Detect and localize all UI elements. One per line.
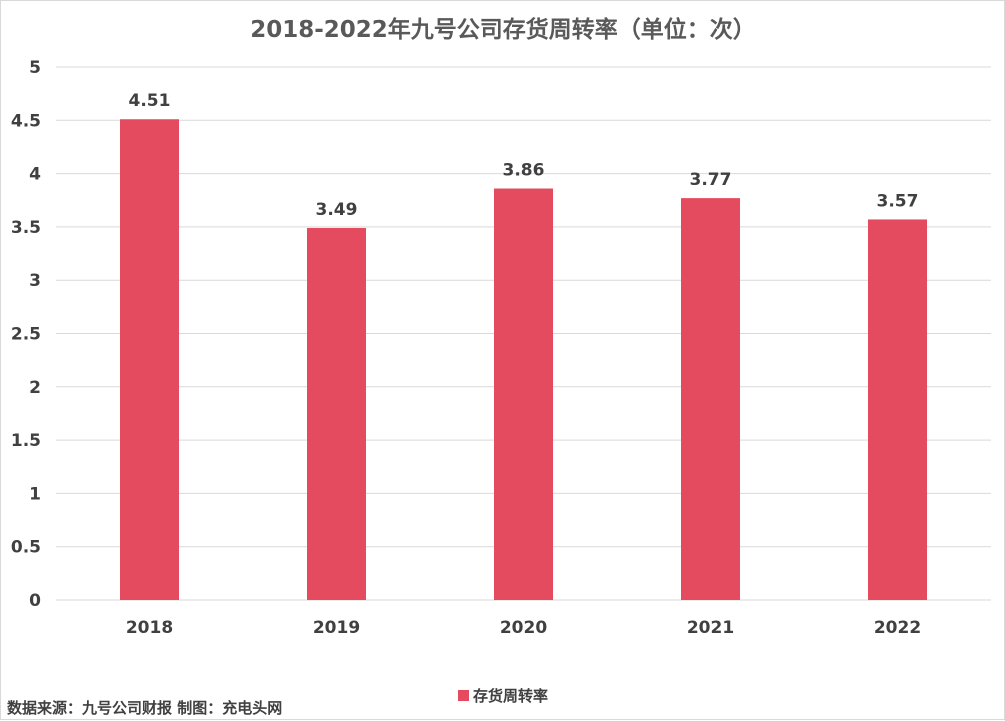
x-tick-label-2021: 2021 <box>687 618 734 638</box>
bar-series <box>120 119 927 601</box>
bar-2022 <box>868 219 927 601</box>
x-tick-label-2020: 2020 <box>500 618 547 638</box>
y-axis-ticks: 0 0.5 1 1.5 2 2.5 3 3.5 4 4.5 5 <box>11 58 41 611</box>
x-tick-label-2022: 2022 <box>874 618 921 638</box>
y-tick-label: 5 <box>29 58 41 78</box>
data-label-2021: 3.77 <box>690 170 732 190</box>
y-tick-label: 2 <box>29 378 41 398</box>
x-tick-label-2019: 2019 <box>313 618 360 638</box>
bar-2019 <box>307 227 366 600</box>
y-tick-label: 0.5 <box>11 538 41 558</box>
legend-swatch <box>458 690 469 701</box>
y-tick-label: 4 <box>29 165 41 185</box>
legend-label: 存货周转率 <box>473 687 548 705</box>
y-tick-label: 3.5 <box>11 218 41 238</box>
y-tick-label: 0 <box>29 591 41 611</box>
bar-2020 <box>494 188 553 601</box>
y-tick-label: 1 <box>29 484 41 504</box>
chart-title: 2018-2022年九号公司存货周转率（单位：次） <box>250 16 756 43</box>
data-label-2020: 3.86 <box>503 161 545 181</box>
legend: 存货周转率 <box>458 687 548 705</box>
y-tick-label: 3 <box>29 271 41 291</box>
y-tick-label: 2.5 <box>11 325 41 345</box>
data-label-2022: 3.57 <box>877 191 919 211</box>
y-tick-label: 1.5 <box>11 431 41 451</box>
bar-2018 <box>120 119 179 600</box>
data-label-2019: 3.49 <box>316 200 358 220</box>
x-axis-ticks: 2018 2019 2020 2021 2022 <box>126 618 921 638</box>
data-label-2018: 4.51 <box>129 91 171 111</box>
y-tick-label: 4.5 <box>11 111 41 131</box>
source-note: 数据来源：九号公司财报 制图：充电头网 <box>7 699 282 717</box>
data-labels: 4.51 3.49 3.86 3.77 3.57 <box>129 91 919 220</box>
bar-2021 <box>681 198 740 601</box>
x-tick-label-2018: 2018 <box>126 618 173 638</box>
